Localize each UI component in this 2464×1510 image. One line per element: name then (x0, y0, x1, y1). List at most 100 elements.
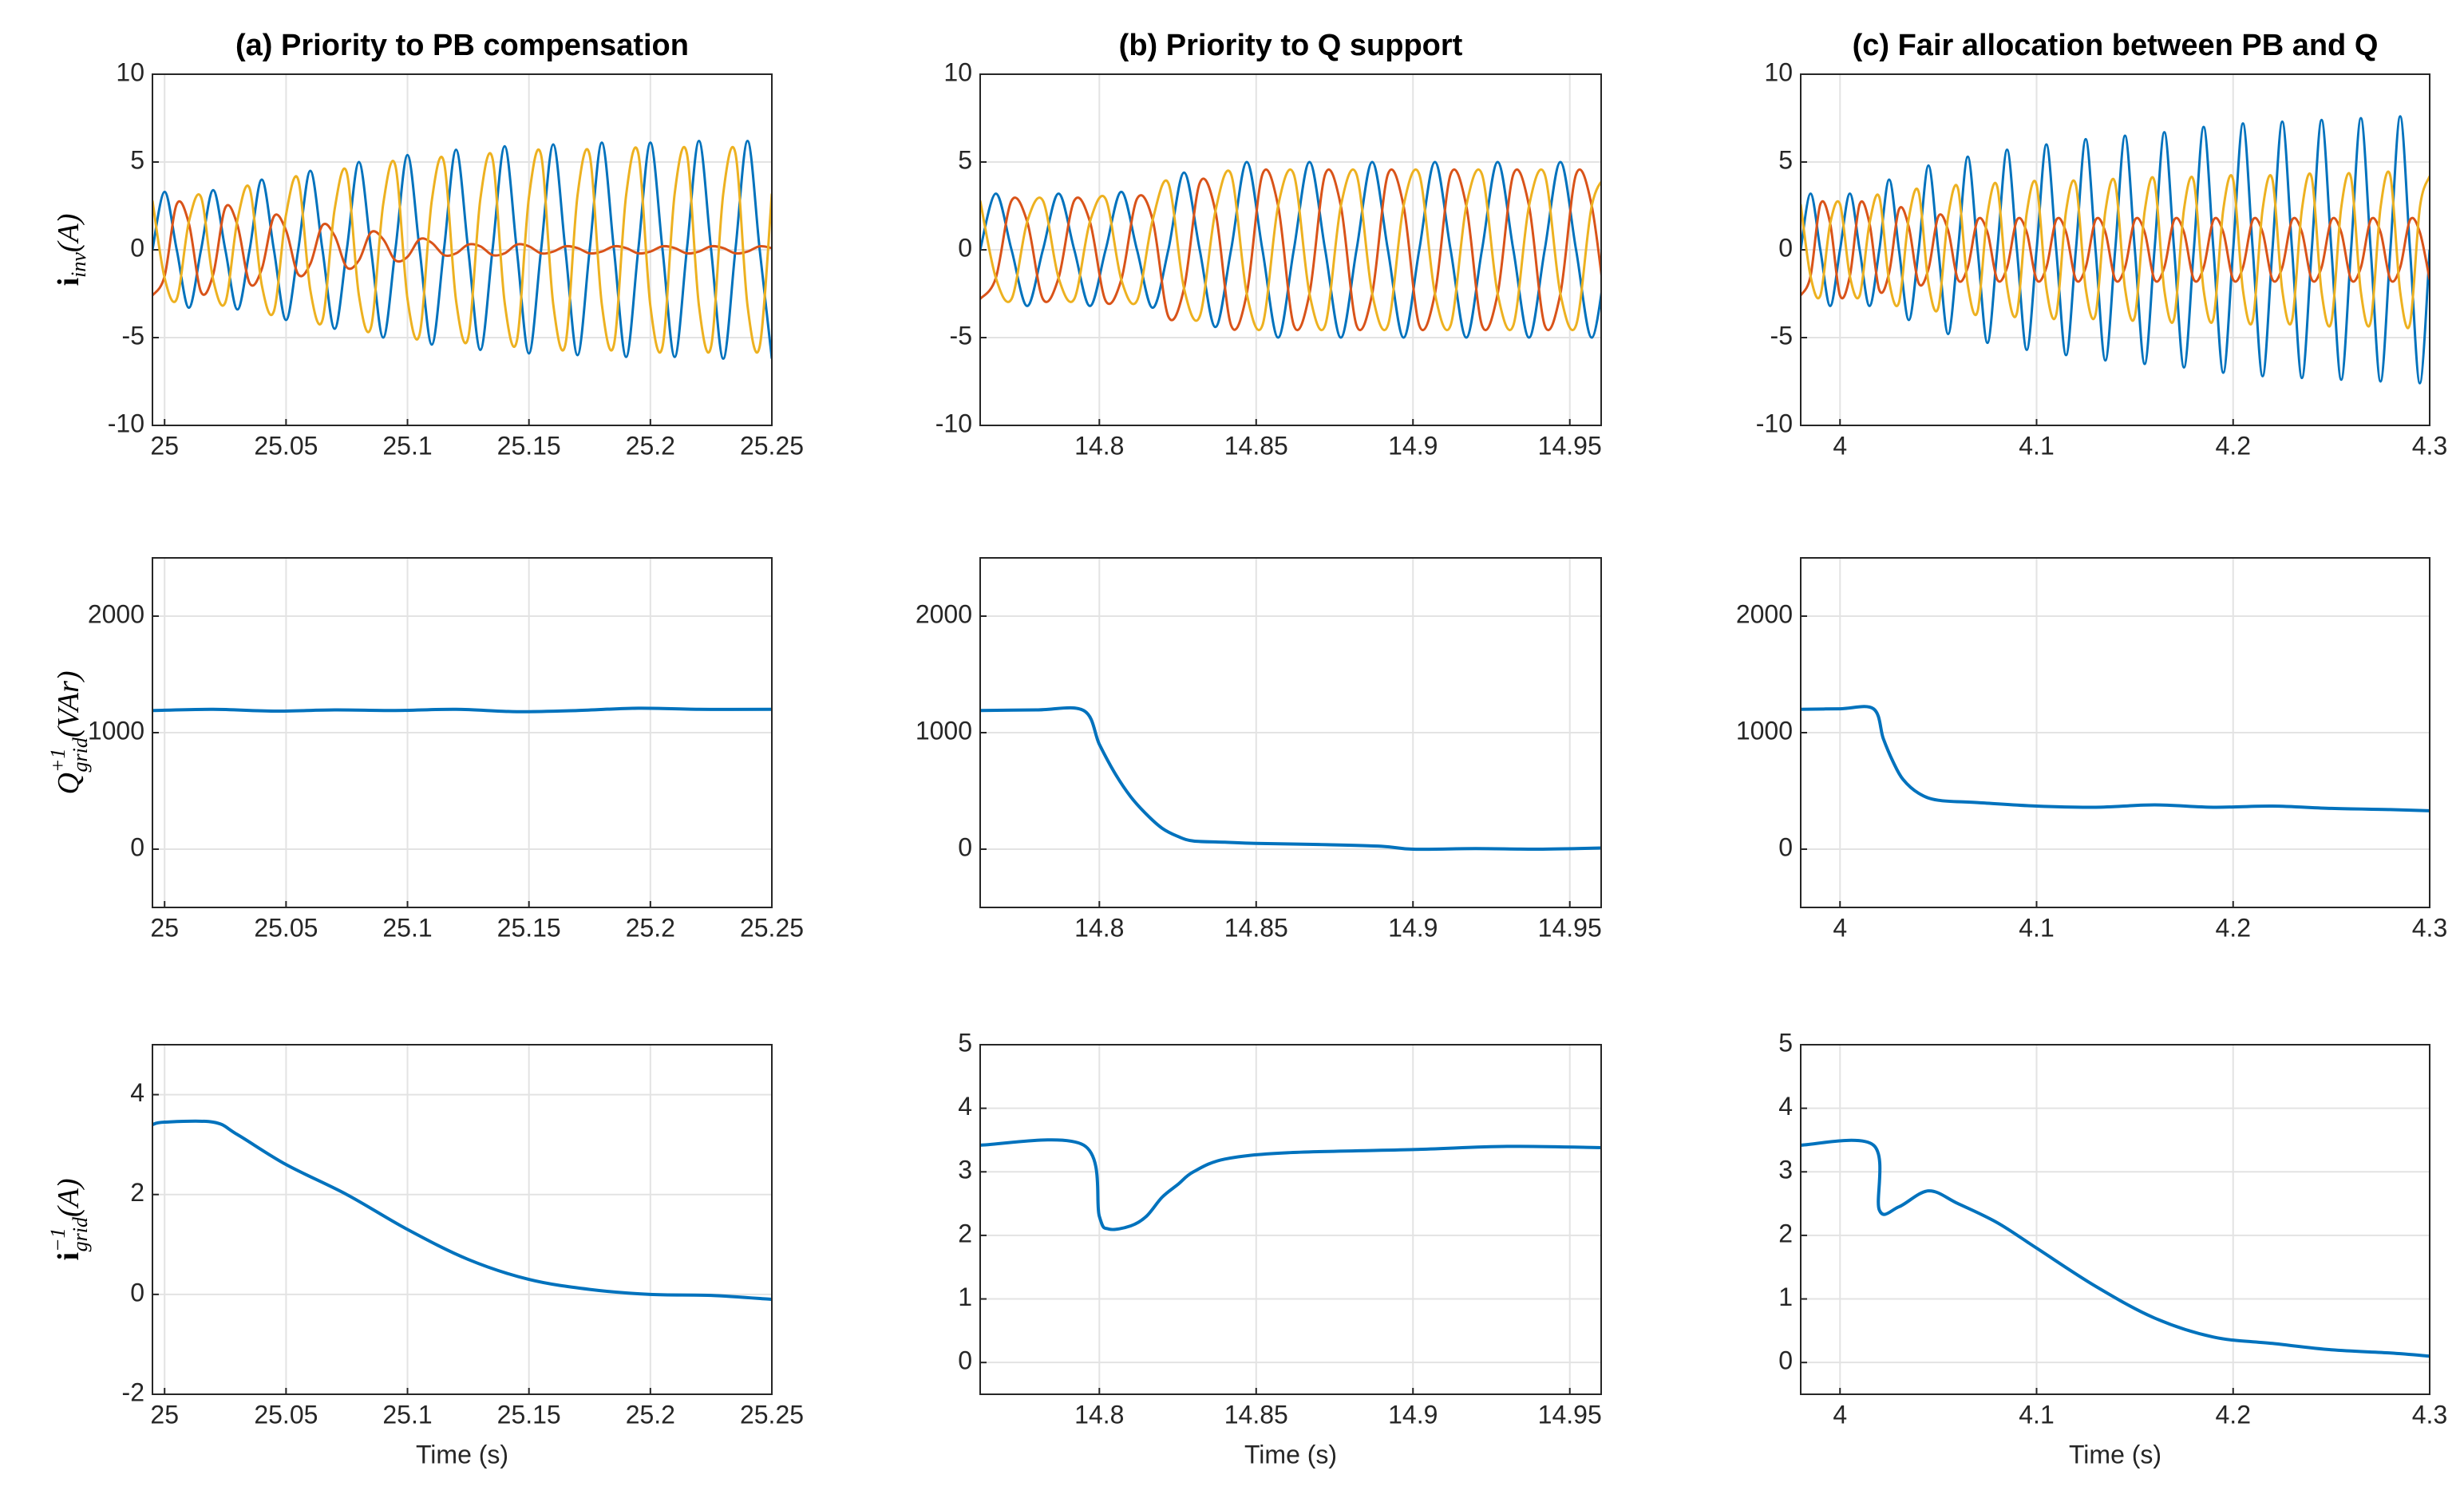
data-line (1801, 705, 2430, 812)
plot-lines (152, 706, 772, 713)
x-tick-label: 14.8 (1074, 913, 1124, 942)
x-tick-label: 25.2 (626, 1400, 675, 1429)
y-tick-label: 4 (130, 1078, 144, 1107)
y-tick-label: 2000 (916, 599, 972, 628)
data-line (152, 1119, 772, 1302)
panel: 14.8 14.85 14.9 14.95 0 1000 2000 (916, 557, 1602, 942)
y-tick-label: 0 (958, 233, 972, 262)
x-tick-label: 4 (1833, 1400, 1847, 1429)
x-tick-label: 25.2 (626, 913, 675, 942)
x-tick-label: 25.2 (626, 431, 675, 460)
axes-box (1800, 557, 2430, 908)
x-tick-label: 4.1 (2019, 913, 2054, 942)
axes-box (1800, 1044, 2430, 1395)
y-tick-label: 4 (1778, 1092, 1793, 1121)
panel: 25 25.05 25.1 25.15 25.2 25.25 -10 -5 0 5 10 (a) Pr… (52, 29, 804, 460)
y-tick-label: 2 (1778, 1219, 1793, 1247)
axes-box (1800, 73, 2430, 426)
x-tick-label: 14.85 (1224, 431, 1288, 460)
x-tick-label: 14.95 (1538, 431, 1602, 460)
panel: 25 25.05 25.1 25.15 25.2 25.25 0 1000 2000 Q+1gri… (46, 557, 804, 942)
y-axis-label: i−1grid(A) (46, 1179, 92, 1261)
y-label-main: Q (52, 773, 85, 794)
data-line (152, 145, 772, 354)
y-tick-label: 2 (130, 1178, 144, 1207)
x-tick-label: 25.15 (497, 913, 561, 942)
y-tick-label: 3 (1778, 1156, 1793, 1184)
y-tick-label: 1 (1778, 1283, 1793, 1311)
x-tick-label: 14.8 (1074, 431, 1124, 460)
y-tick-label: -5 (1770, 321, 1793, 350)
data-line (980, 706, 1601, 852)
panel: 14.8 14.85 14.9 14.95 0 1 2 3 4 5 Time (s) (958, 1028, 1602, 1468)
y-tick-label: 0 (1778, 1346, 1793, 1375)
y-tick-label: 2 (958, 1219, 972, 1247)
x-tick-label: 25.05 (254, 1400, 318, 1429)
y-label-unit: (VAr) (52, 670, 85, 737)
x-tick-label: 4.3 (2412, 913, 2447, 942)
y-label-main: i (52, 278, 85, 287)
x-tick-label: 14.8 (1074, 1400, 1124, 1429)
y-axis-label: Q+1grid(VAr) (46, 670, 92, 794)
y-tick-label: -5 (950, 321, 972, 350)
data-line (152, 200, 772, 297)
x-tick-label: 25.15 (497, 1400, 561, 1429)
x-tick-label: 14.95 (1538, 913, 1602, 942)
x-tick-label: 4.3 (2412, 431, 2447, 460)
y-tick-label: -5 (122, 321, 144, 350)
y-label-sup: −1 (46, 1227, 69, 1252)
y-label-unit: (A) (52, 214, 85, 253)
y-tick-label: 1000 (88, 716, 144, 745)
y-label-unit: (A) (52, 1179, 85, 1218)
y-label-sub: grid (69, 1216, 92, 1251)
axes-box (152, 73, 773, 426)
x-tick-label: 14.9 (1388, 1400, 1438, 1429)
x-tick-label: 14.95 (1538, 1400, 1602, 1429)
plot-area (980, 1045, 1601, 1394)
axes-box (152, 557, 773, 908)
x-tick-label: 25.25 (740, 913, 804, 942)
data-line (980, 1138, 1601, 1231)
plot-lines (980, 1138, 1601, 1231)
plot-lines (980, 706, 1601, 852)
y-label-main: i (52, 1252, 85, 1261)
y-axis-label: iinv(A) (52, 214, 90, 287)
x-tick-label: 14.9 (1388, 431, 1438, 460)
x-tick-label: 25.25 (740, 431, 804, 460)
y-tick-label: 5 (1778, 145, 1793, 174)
y-label-sup: +1 (46, 749, 69, 773)
plot-lines (152, 140, 772, 360)
x-tick-label: 4.1 (2019, 431, 2054, 460)
plot-lines (1801, 705, 2430, 812)
y-tick-label: 5 (130, 145, 144, 174)
x-tick-label: 25 (150, 1400, 179, 1429)
data-line (152, 140, 772, 360)
data-line (980, 168, 1601, 332)
axes-box (979, 557, 1602, 908)
x-axis-label: Time (s) (2069, 1440, 2161, 1468)
x-tick-label: 25 (150, 431, 179, 460)
y-tick-label: 1 (958, 1283, 972, 1311)
plot-lines (1801, 1138, 2430, 1358)
x-tick-label: 14.9 (1388, 913, 1438, 942)
data-line (1801, 115, 2430, 385)
x-axis-label: Time (s) (416, 1440, 508, 1468)
x-tick-label: 25 (150, 913, 179, 942)
y-tick-label: 0 (130, 1278, 144, 1306)
plot-lines (980, 160, 1601, 339)
y-tick-label: 10 (943, 57, 972, 86)
plot-lines (1801, 115, 2430, 385)
y-tick-label: 10 (1764, 57, 1793, 86)
y-tick-label: -2 (122, 1378, 144, 1406)
panel-title: (b) Priority to Q support (1119, 29, 1463, 62)
x-tick-label: 25.1 (382, 431, 432, 460)
x-tick-label: 25.05 (254, 913, 318, 942)
x-tick-label: 4.2 (2216, 431, 2251, 460)
y-tick-label: 5 (958, 145, 972, 174)
x-axis-label: Time (s) (1244, 1440, 1337, 1468)
y-tick-label: 2000 (88, 599, 144, 628)
y-tick-label: 5 (1778, 1028, 1793, 1057)
panel: 4 4.1 4.2 4.3 0 1000 2000 (1736, 557, 2447, 942)
axes-box (979, 1044, 1602, 1395)
